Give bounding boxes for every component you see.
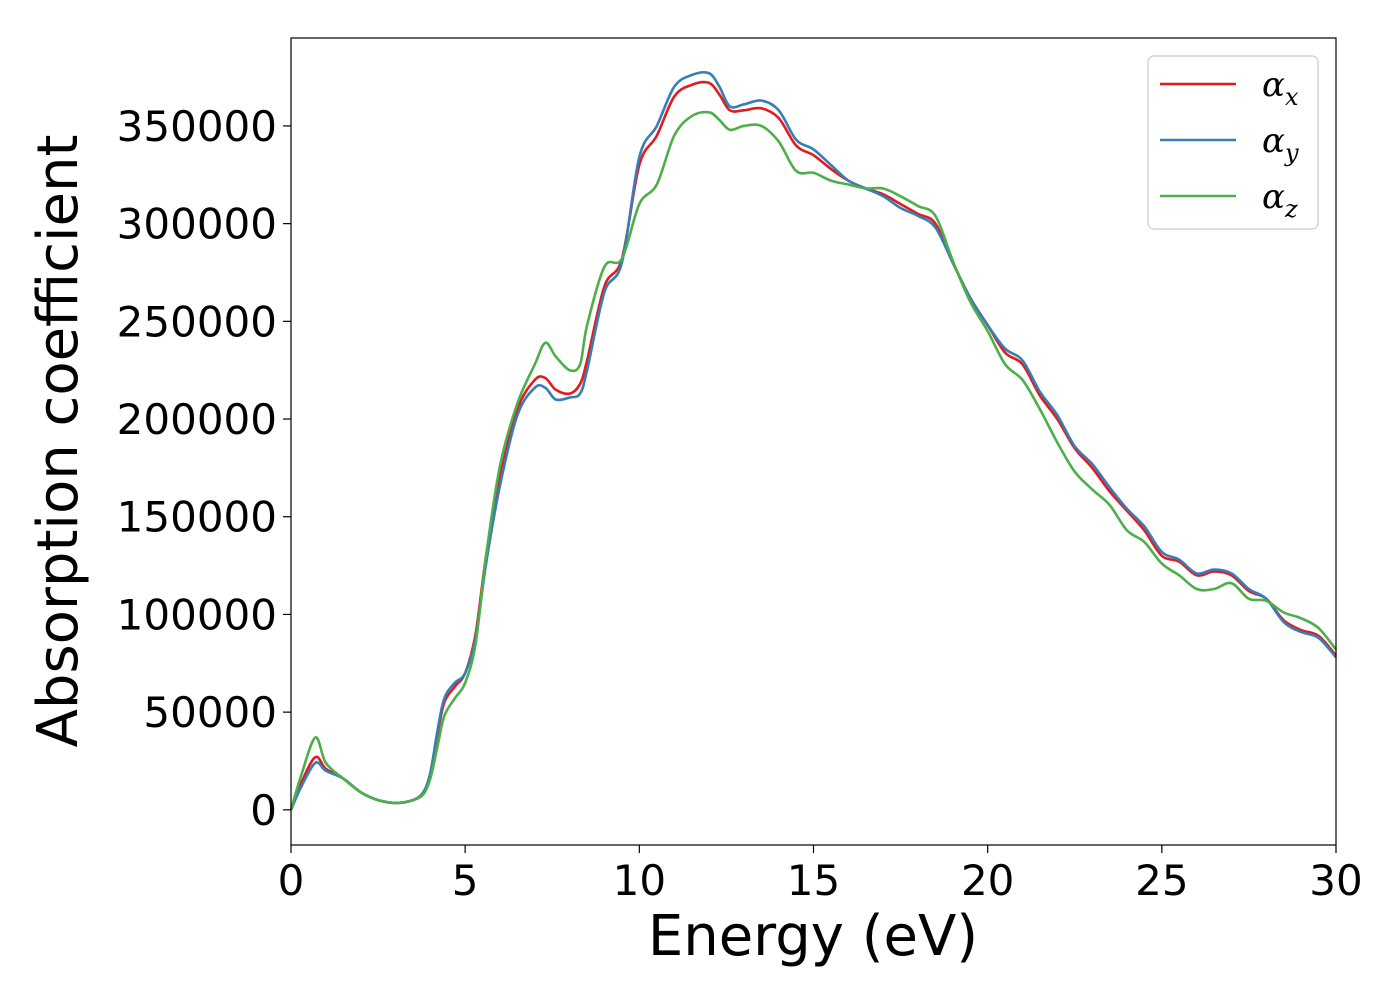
y-tick-label: 250000: [117, 297, 277, 346]
y-tick-label: 300000: [117, 200, 277, 249]
y-tick-label: 100000: [117, 590, 277, 639]
x-tick-label: 10: [613, 856, 666, 905]
series-line-z: [289, 110, 1338, 811]
x-tick-label: 5: [452, 856, 479, 905]
y-tick-label: 350000: [117, 102, 277, 151]
y-tick-label: 150000: [117, 493, 277, 542]
legend: αx αy αz: [1147, 55, 1319, 230]
y-tick-label: 50000: [143, 688, 277, 737]
legend-label-z: αz: [1262, 177, 1298, 223]
legend-box: [1147, 55, 1319, 230]
legend-label-x: αx: [1262, 65, 1299, 111]
y-tick-label: 200000: [117, 395, 277, 444]
y-axis-title: Absorption coefficient: [26, 135, 91, 748]
y-axis-ticks: 0 50000 100000 150000 200000 250000 300000 3500…: [117, 102, 291, 835]
x-axis-ticks: 0 5 10 15 20 25 30: [278, 845, 1363, 905]
y-tick-label: 0: [250, 786, 277, 835]
legend-label-y: αy: [1262, 121, 1299, 167]
x-tick-label: 0: [278, 856, 305, 905]
x-axis-title: Energy (eV): [648, 904, 978, 969]
x-tick-label: 30: [1309, 856, 1362, 905]
series-lines: [289, 71, 1338, 811]
x-tick-label: 25: [1135, 856, 1188, 905]
series-line-y: [289, 71, 1337, 811]
x-tick-label: 15: [787, 856, 840, 905]
x-tick-label: 20: [961, 856, 1014, 905]
